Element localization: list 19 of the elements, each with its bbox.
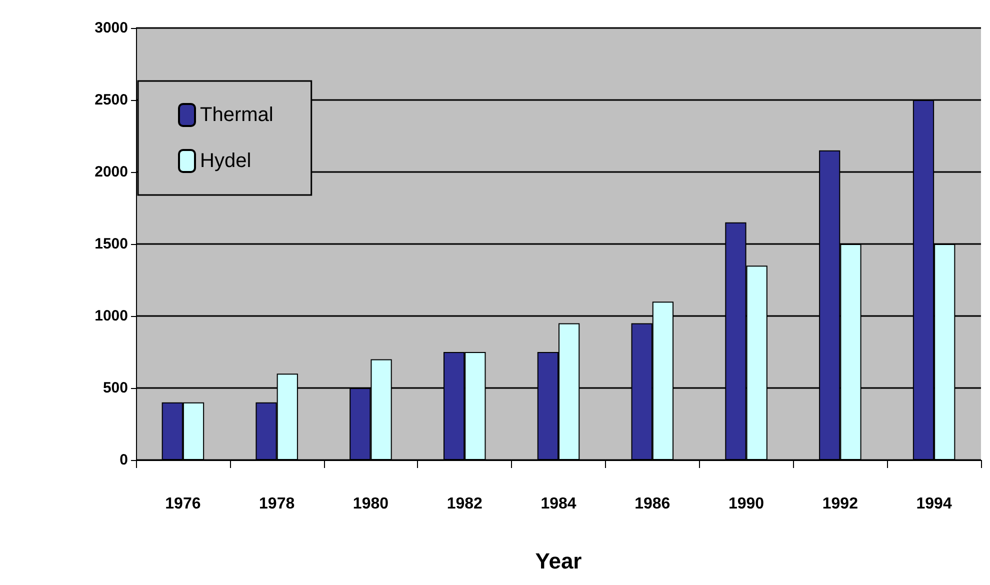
x-tick-label: 1990 (728, 496, 764, 512)
x-tick-label: 1984 (540, 496, 576, 512)
x-tick-label: 1978 (259, 496, 295, 512)
x-axis-title: Year (535, 548, 582, 574)
y-tick-label: 2000 (94, 164, 128, 180)
x-tick-label: 1992 (822, 496, 858, 512)
legend-label: Thermal (200, 104, 274, 126)
y-tick-label: 1000 (94, 308, 128, 324)
x-tick-label: 1994 (916, 496, 952, 512)
y-tick-label: 0 (120, 452, 128, 468)
x-tick-label: 1976 (165, 496, 201, 512)
x-tick-label: 1986 (634, 496, 670, 512)
x-tick-label: 1982 (446, 496, 483, 512)
y-tick-label: 3000 (94, 20, 128, 36)
y-tick-label: 500 (102, 380, 128, 396)
y-tick-label: 2500 (94, 92, 128, 108)
x-tick-label: 1980 (352, 496, 389, 512)
y-tick-label: 1500 (94, 236, 128, 252)
legend-label: Hydel (200, 150, 252, 172)
